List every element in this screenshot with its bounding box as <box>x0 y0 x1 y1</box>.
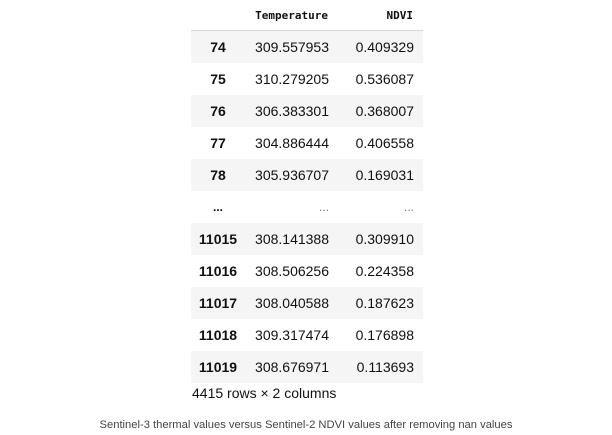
row-index: 11019 <box>198 359 238 375</box>
row-index: 11016 <box>198 263 238 279</box>
ndvi-cell: 0.309910 <box>355 231 414 247</box>
temperature-cell: 305.936707 <box>255 167 329 183</box>
ndvi-cell: 0.368007 <box>355 103 414 119</box>
ndvi-cell: ... <box>403 200 414 214</box>
table-row: 11018 309.317474 0.176898 <box>191 319 423 351</box>
temperature-cell: 308.676971 <box>255 359 329 375</box>
ndvi-cell: 0.176898 <box>355 327 414 343</box>
ndvi-header: NDVI <box>338 0 423 31</box>
table-row: 78 305.936707 0.169031 <box>191 159 423 191</box>
ellipsis-row: ... ... ... <box>191 191 423 223</box>
temperature-cell: 310.279205 <box>255 71 329 87</box>
temperature-cell: 308.141388 <box>255 231 329 247</box>
table-row: 76 306.383301 0.368007 <box>191 95 423 127</box>
temperature-cell: 304.886444 <box>255 135 329 151</box>
table-row: 11017 308.040588 0.187623 <box>191 287 423 319</box>
row-index: ... <box>212 200 223 214</box>
figure-caption: Sentinel-3 thermal values versus Sentine… <box>99 419 513 431</box>
dataframe-table: Temperature NDVI 74 309.557953 0.409329 … <box>191 0 423 383</box>
dataframe-shape-label: 4415 rows × 2 columns <box>192 385 337 401</box>
temperature-cell: 308.506256 <box>255 263 329 279</box>
row-index: 11018 <box>198 327 238 343</box>
temperature-cell: 309.317474 <box>255 327 329 343</box>
header-row: Temperature NDVI <box>191 0 423 31</box>
ndvi-cell: 0.409329 <box>355 39 414 55</box>
ndvi-cell: 0.536087 <box>355 71 414 87</box>
ndvi-cell: 0.224358 <box>355 263 414 279</box>
ndvi-cell: 0.113693 <box>356 359 414 375</box>
temperature-cell: ... <box>318 200 329 214</box>
ndvi-cell: 0.187623 <box>355 295 414 311</box>
row-index: 76 <box>210 103 226 119</box>
row-index: 78 <box>210 167 226 183</box>
row-index: 77 <box>210 135 226 151</box>
dataframe-output: Temperature NDVI 74 309.557953 0.409329 … <box>191 0 423 383</box>
table-row: 74 309.557953 0.409329 <box>191 30 423 63</box>
row-index: 11015 <box>198 231 238 247</box>
temperature-cell: 306.383301 <box>255 103 329 119</box>
table-row: 11019 308.676971 0.113693 <box>191 351 423 383</box>
table-row: 11016 308.506256 0.224358 <box>191 255 423 287</box>
row-index: 11017 <box>198 295 238 311</box>
temperature-cell: 309.557953 <box>255 39 329 55</box>
temperature-header: Temperature <box>245 0 338 31</box>
ndvi-cell: 0.169031 <box>355 167 414 183</box>
row-index: 75 <box>210 71 226 87</box>
temperature-cell: 308.040588 <box>255 295 329 311</box>
ndvi-cell: 0.406558 <box>355 135 414 151</box>
row-index: 74 <box>210 39 226 55</box>
table-row: 11015 308.141388 0.309910 <box>191 223 423 255</box>
table-row: 77 304.886444 0.406558 <box>191 127 423 159</box>
table-row: 75 310.279205 0.536087 <box>191 63 423 95</box>
index-header <box>191 0 245 31</box>
